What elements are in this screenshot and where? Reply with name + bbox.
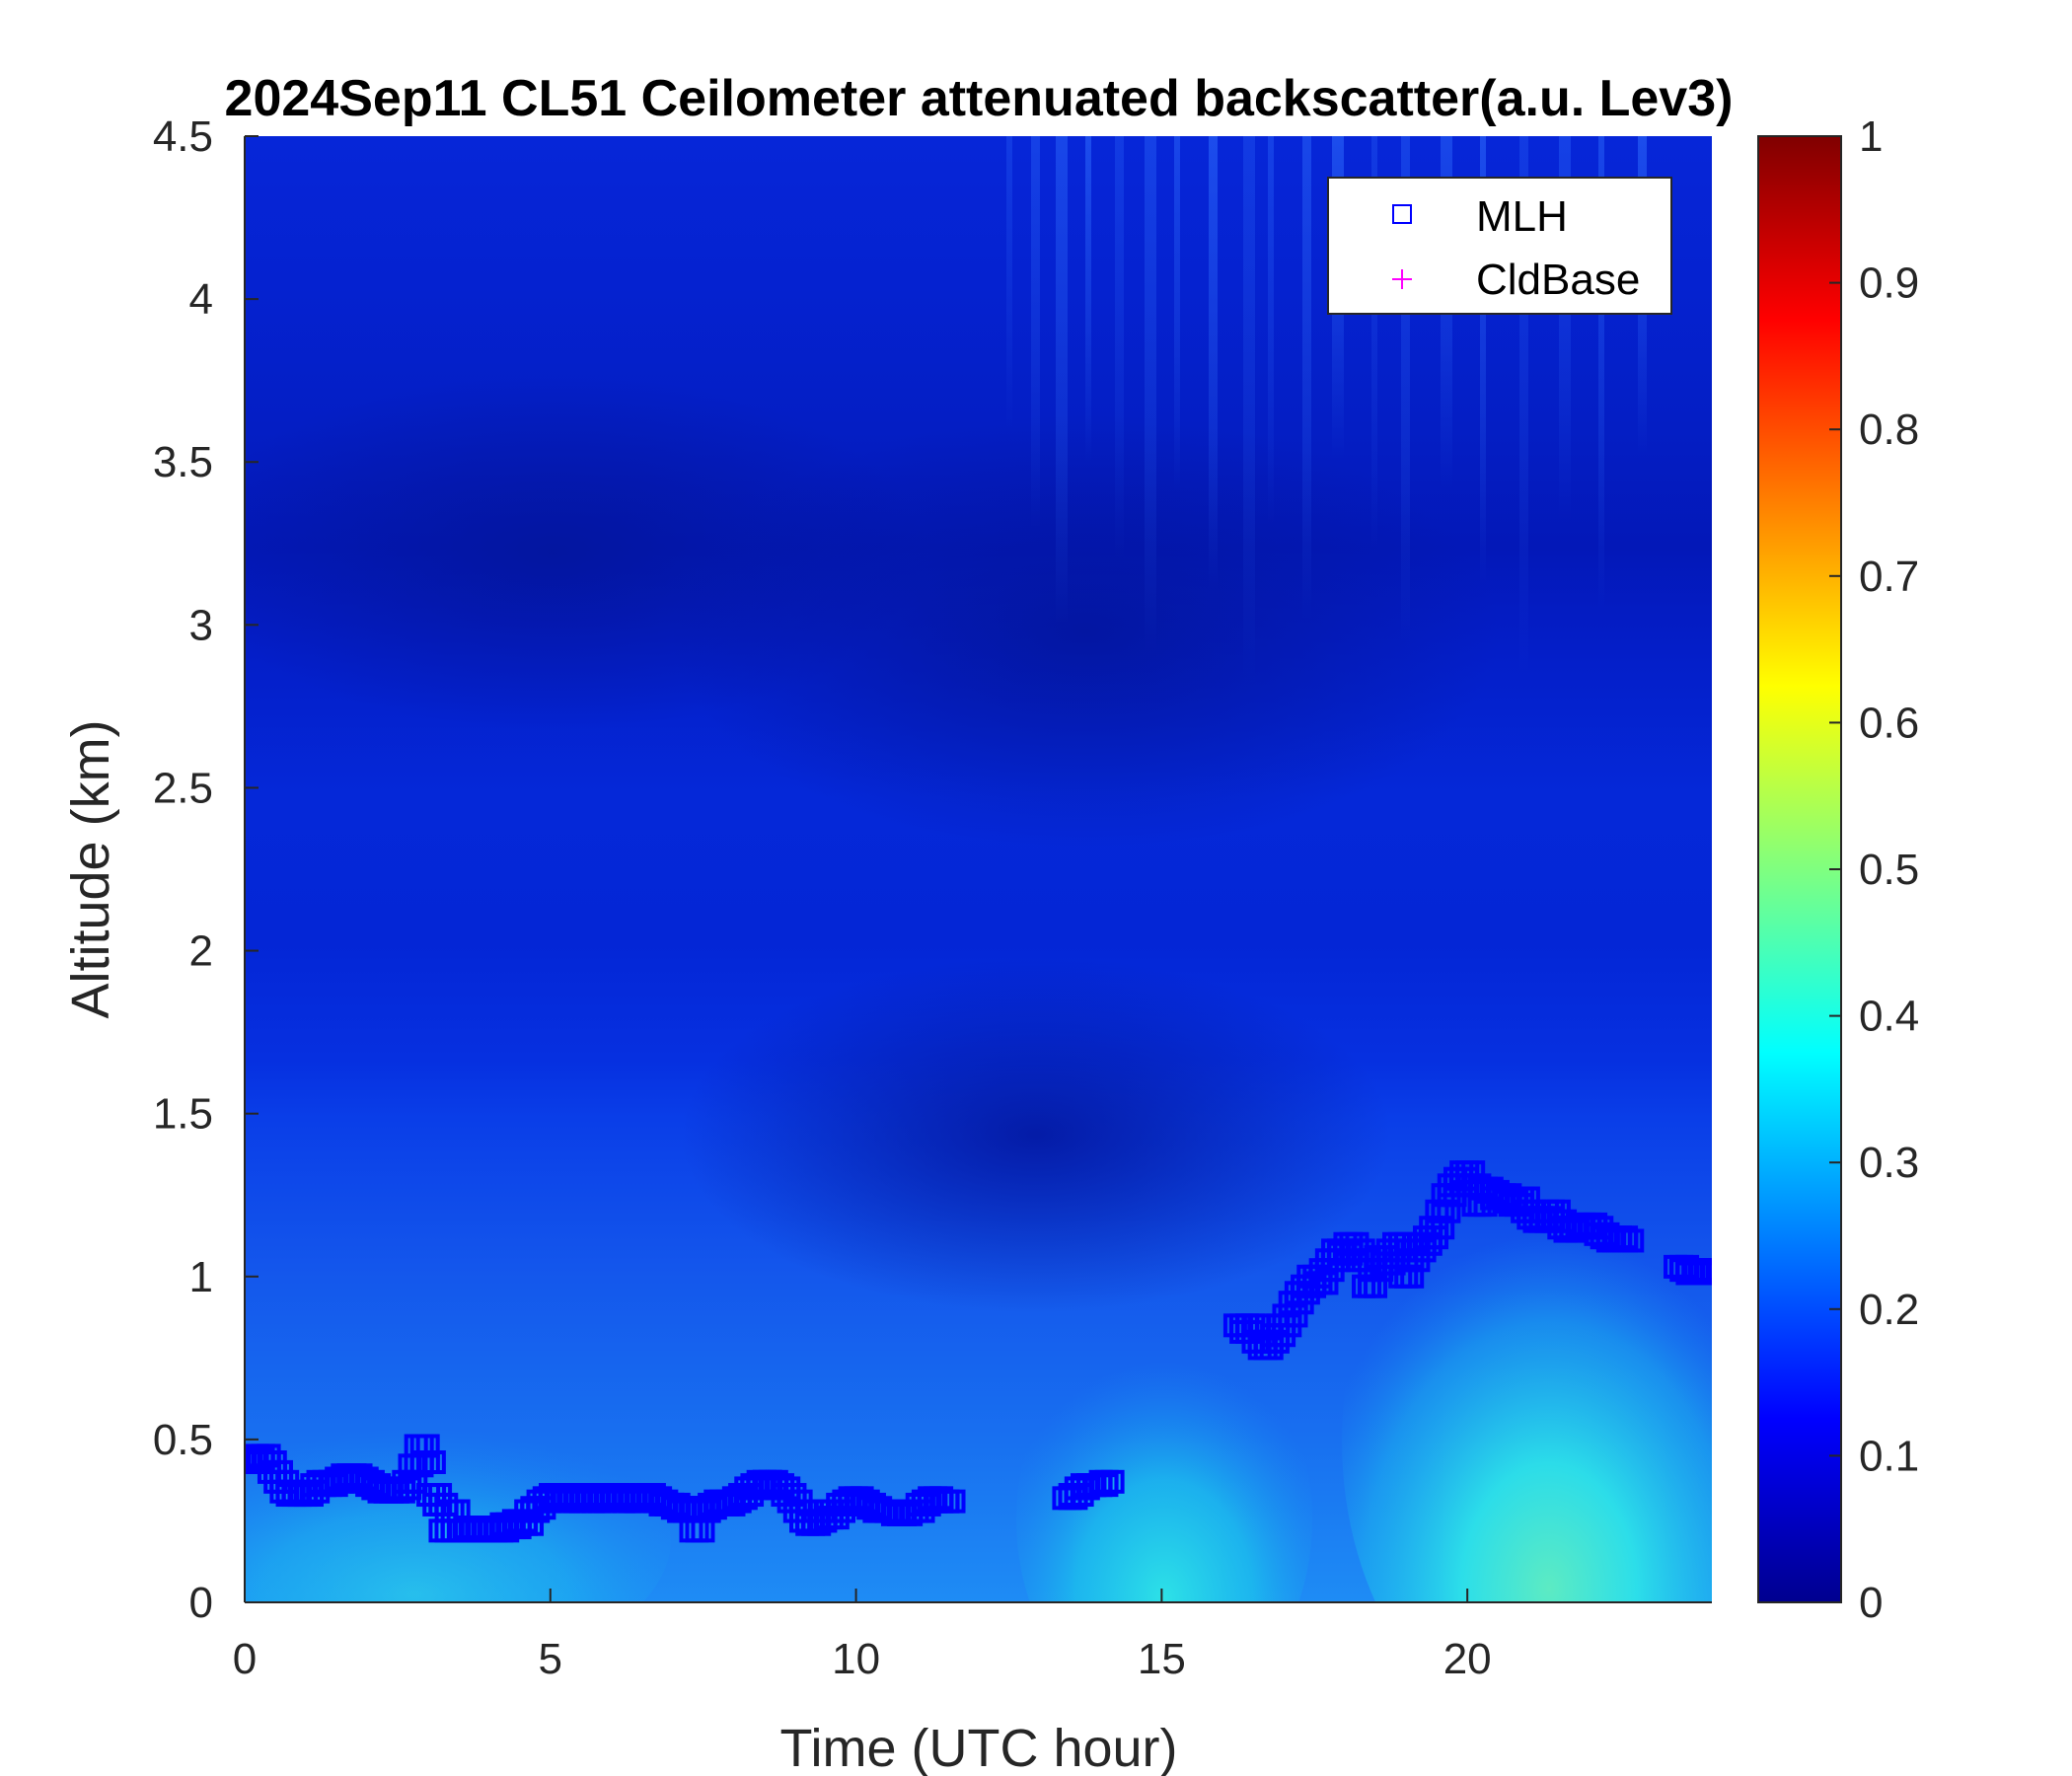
y-tick-label: 4.5 [153, 112, 213, 161]
colorbar-tick-label: 0.4 [1859, 993, 1919, 1041]
colorbar: 0 0.1 0.2 0.3 0.4 0.5 0.6 0.7 0.8 0.9 1 [1757, 112, 1919, 1627]
legend-cldbase-label: CldBase [1476, 256, 1640, 304]
legend-mlh-marker [1392, 204, 1412, 224]
mlh-point [1706, 1258, 1712, 1283]
backscatter-streak [1145, 136, 1156, 654]
backscatter-streak [1115, 136, 1124, 558]
y-axis-label: Altitude (km) [61, 719, 120, 1018]
y-tick-label: 0.5 [153, 1416, 213, 1464]
backscatter-streak [1243, 136, 1255, 685]
y-tick-label: 4 [189, 275, 213, 324]
x-axis-label: Time (UTC hour) [779, 1719, 1177, 1776]
mlh-point [1100, 1469, 1125, 1494]
colorbar-tick-label: 1 [1859, 112, 1883, 161]
backscatter-streak [1031, 136, 1040, 528]
y-tick-label: 3.5 [153, 438, 213, 486]
y-ticks: 0 0.5 1 1.5 2 2.5 3 3.5 4 4.5 [153, 112, 259, 1627]
backscatter-streak [1006, 136, 1012, 432]
mlh-point [1700, 1258, 1712, 1283]
legend-cldbase-marker [1392, 269, 1412, 289]
mlh-point [520, 1512, 545, 1536]
mlh-point [1437, 1199, 1461, 1223]
backscatter-streak [1268, 136, 1274, 524]
colorbar-tick-label: 0.8 [1859, 406, 1919, 454]
colorbar-tick-label: 0.7 [1859, 553, 1919, 601]
y-tick-label: 0 [189, 1579, 213, 1627]
colorbar-tick-label: 0.1 [1859, 1432, 1919, 1480]
colorbar-gradient [1758, 136, 1841, 1602]
backscatter-streak [1174, 136, 1180, 493]
mlh-point [1284, 1303, 1308, 1328]
y-tick-label: 1 [189, 1253, 213, 1301]
x-tick-label: 0 [233, 1635, 257, 1683]
backscatter-streak [1519, 136, 1528, 681]
colorbar-tick-label: 0 [1859, 1579, 1883, 1627]
colorbar-tick-label: 0.5 [1859, 846, 1919, 894]
mlh-point [1400, 1264, 1425, 1289]
x-tick-label: 10 [832, 1635, 880, 1683]
x-ticks: 0 5 10 15 20 [233, 1589, 1492, 1683]
legend-mlh-label: MLH [1476, 192, 1568, 241]
backscatter-streak [1371, 136, 1377, 555]
x-tick-label: 15 [1138, 1635, 1186, 1683]
colorbar-tick-label: 0.6 [1859, 699, 1919, 747]
mlh-point [1620, 1228, 1645, 1253]
y-tick-label: 2 [189, 927, 213, 976]
mlh-point [1461, 1160, 1486, 1185]
backscatter-streak [1085, 136, 1091, 463]
mlh-series [245, 1160, 1712, 1543]
y-tick-label: 2.5 [153, 764, 213, 812]
colorbar-tick-label: 0.2 [1859, 1286, 1919, 1334]
mlh-point [1431, 1216, 1455, 1240]
mlh-point [1364, 1274, 1388, 1298]
y-tick-label: 3 [189, 601, 213, 649]
x-tick-label: 5 [539, 1635, 562, 1683]
backscatter-streak [1598, 136, 1604, 616]
chart-title: 2024Sep11 CL51 Ceilometer attenuated bac… [225, 70, 1734, 127]
legend: MLH CldBase [1327, 177, 1672, 315]
mlh-point [421, 1450, 446, 1475]
x-tick-label: 20 [1443, 1635, 1492, 1683]
heatmap-field [245, 136, 1712, 1602]
backscatter-streak [1401, 136, 1410, 650]
mlh-point [941, 1489, 966, 1514]
colorbar-tick-label: 0.9 [1859, 259, 1919, 308]
mlh-point [415, 1434, 440, 1458]
y-tick-label: 1.5 [153, 1090, 213, 1139]
mlh-point [1314, 1271, 1339, 1295]
backscatter-streak [1480, 136, 1486, 585]
backscatter-streak [1056, 136, 1068, 624]
colorbar-tick-label: 0.3 [1859, 1139, 1919, 1187]
backscatter-streak [1302, 136, 1311, 620]
legend-box [1327, 177, 1672, 315]
backscatter-streak [1209, 136, 1218, 589]
